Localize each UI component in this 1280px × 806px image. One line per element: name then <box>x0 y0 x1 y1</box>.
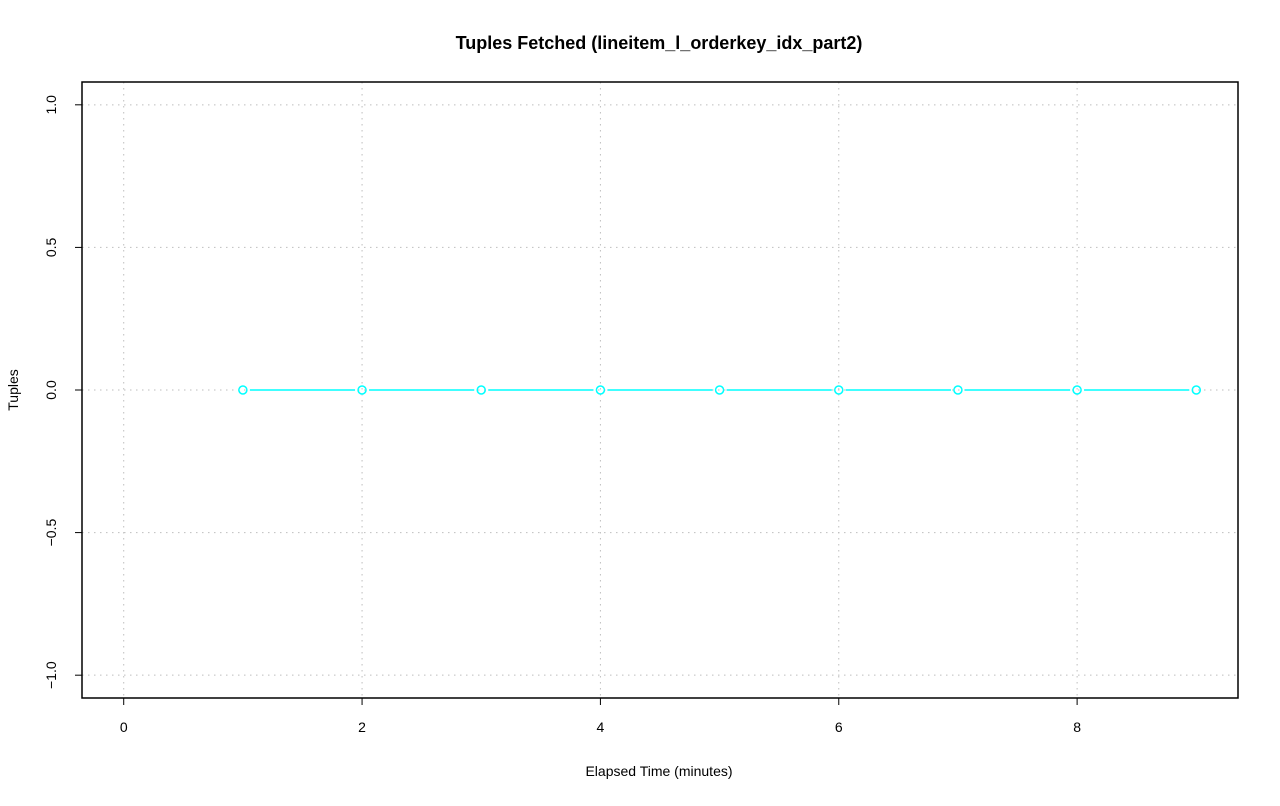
y-tick-label: 1.0 <box>43 95 59 115</box>
series-group <box>238 385 1202 395</box>
data-point <box>238 385 248 395</box>
x-tick-label: 0 <box>120 719 128 735</box>
data-point <box>595 385 606 395</box>
plot-frame <box>81 81 1239 699</box>
x-tick-label: 2 <box>358 719 366 735</box>
axis-ticks: 0 2 4 6 8 −1.0 −0.5 0.0 0.5 1.0 <box>43 95 1081 735</box>
data-point <box>476 385 486 395</box>
data-point <box>953 385 963 395</box>
y-tick-label: −0.5 <box>43 519 59 547</box>
y-tick-label: 0.0 <box>43 380 59 400</box>
y-axis-label: Tuples <box>5 369 21 411</box>
data-point <box>1072 385 1082 395</box>
x-tick-label: 6 <box>835 719 843 735</box>
data-point <box>834 385 844 395</box>
data-point <box>714 385 725 395</box>
y-tick-label: −1.0 <box>43 661 59 689</box>
y-tick-label: 0.5 <box>43 237 59 257</box>
data-point <box>357 385 367 395</box>
x-tick-label: 4 <box>597 719 605 735</box>
x-tick-label: 8 <box>1073 719 1081 735</box>
chart-title: Tuples Fetched (lineitem_l_orderkey_idx_… <box>456 33 863 53</box>
x-axis-label: Elapsed Time (minutes) <box>585 763 732 779</box>
data-point <box>1191 385 1202 395</box>
